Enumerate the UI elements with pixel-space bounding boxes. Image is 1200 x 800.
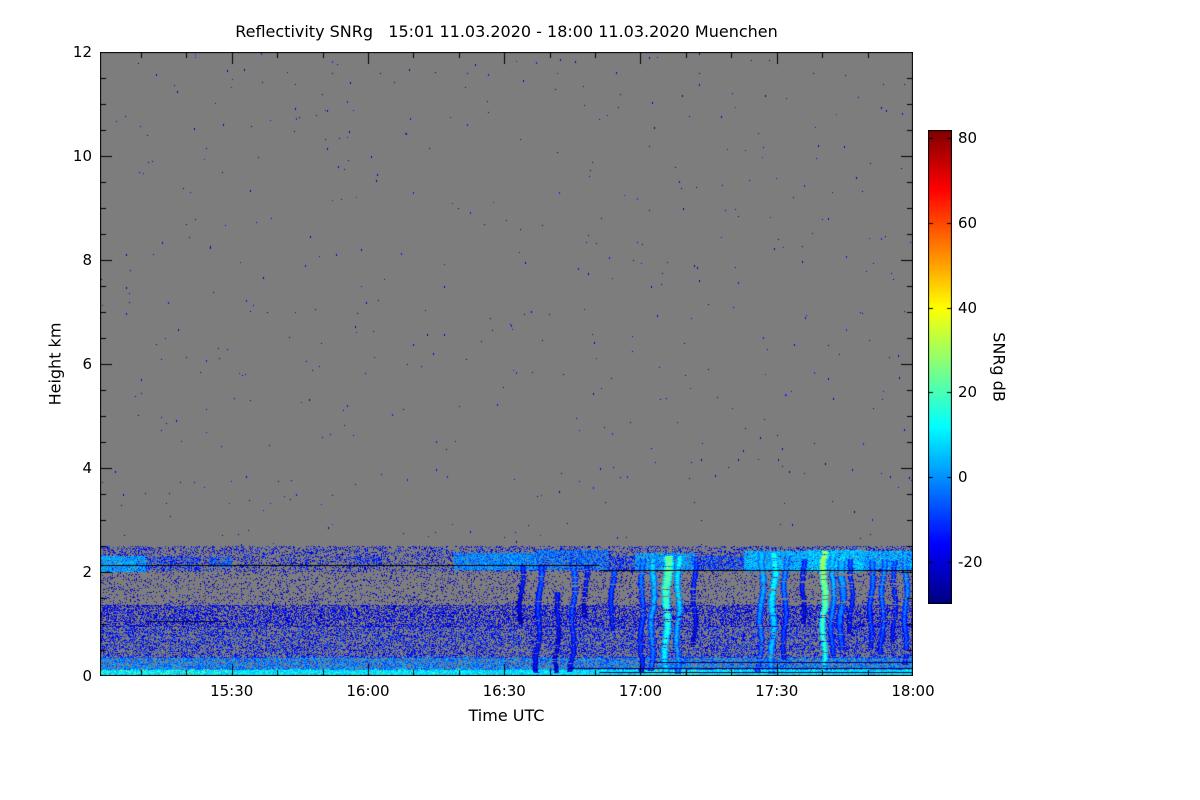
y-tick-label: 0 xyxy=(82,667,92,685)
x-axis-tick-labels: 15:30 16:00 16:30 17:00 17:30 18:00 xyxy=(100,682,935,702)
colorbar-tick-label: 20 xyxy=(958,383,978,402)
colorbar-tick-label: 0 xyxy=(958,468,968,487)
y-tick-label: 2 xyxy=(82,563,92,581)
chart-title: Reflectivity SNRg 15:01 11.03.2020 - 18:… xyxy=(235,22,778,41)
x-axis-label: Time UTC xyxy=(468,706,545,725)
y-tick-label: 10 xyxy=(72,147,92,165)
y-tick-label: 8 xyxy=(82,251,92,269)
colorbar-tick-label: 60 xyxy=(958,214,978,233)
colorbar-tick-label: -20 xyxy=(958,552,983,571)
colorbar-canvas xyxy=(928,130,952,604)
y-axis-tick-labels: 0 2 4 6 8 10 12 xyxy=(0,43,92,685)
x-tick-label: 15:30 xyxy=(210,682,254,700)
x-tick-label: 17:00 xyxy=(618,682,663,700)
x-tick-label: 17:30 xyxy=(755,682,799,700)
x-tick-label: 16:00 xyxy=(346,682,390,700)
y-tick-label: 6 xyxy=(82,355,92,373)
x-tick-label: 18:00 xyxy=(891,682,935,700)
colorbar-label: SNRg dB xyxy=(989,332,1009,402)
colorbar-tick-label: 40 xyxy=(958,298,978,317)
colorbar-tick-label: 80 xyxy=(958,129,978,148)
y-tick-label: 4 xyxy=(82,459,92,477)
colorbar-tick-labels: 80 60 40 20 0 -20 xyxy=(958,129,1008,604)
x-tick-label: 16:30 xyxy=(482,682,526,700)
heatmap-canvas xyxy=(100,52,913,676)
y-tick-label: 12 xyxy=(72,43,92,61)
